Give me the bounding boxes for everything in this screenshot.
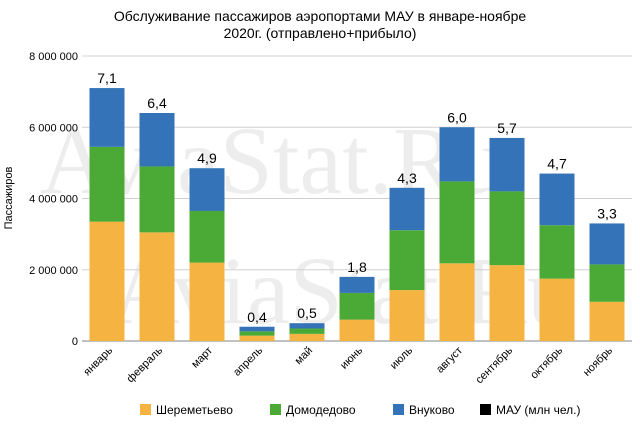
x-tick-label: август xyxy=(434,345,465,376)
bar-segment xyxy=(239,331,275,336)
data-label: 7,1 xyxy=(97,70,117,86)
legend-label: МАУ (млн чел.) xyxy=(496,403,581,417)
data-label: 6,4 xyxy=(147,95,167,111)
bar-segment xyxy=(289,323,325,329)
legend-swatch xyxy=(270,404,281,415)
bar-segment xyxy=(439,263,475,341)
y-axis-ticks: 0 2 000 000 4 000 000 6 000 000 8 000 000 xyxy=(29,51,78,348)
bar-segment xyxy=(339,319,375,341)
y-tick-label: 8 000 000 xyxy=(29,51,78,63)
bar-segment xyxy=(589,223,625,265)
x-tick-label: апрель xyxy=(231,344,265,378)
data-label: 1,8 xyxy=(347,259,367,275)
bar-segment xyxy=(139,232,175,341)
x-axis-ticks: январь февраль март апрель май июнь июль август… xyxy=(81,344,615,386)
bars: 7,1 6,4 4,9 0,4 0,5 1,8 4,3 6,0 5,7 4,7 3,3 xyxy=(89,70,625,341)
bar-segment xyxy=(89,146,125,222)
chart-title-line1: Обслуживание пассажиров аэропортами МАУ … xyxy=(114,8,527,24)
data-label: 4,3 xyxy=(397,170,417,186)
bar-segment xyxy=(189,210,225,263)
bar-segment xyxy=(389,187,425,231)
y-tick-label: 4 000 000 xyxy=(29,194,78,206)
bar-segment xyxy=(589,301,625,341)
legend-label: Внуково xyxy=(409,403,455,417)
bar-segment xyxy=(489,137,525,192)
bar-segment xyxy=(389,230,425,291)
data-label: 0,5 xyxy=(297,305,317,321)
x-tick-label: октябрь xyxy=(528,344,565,381)
bar-segment xyxy=(539,225,575,279)
y-tick-label: 2 000 000 xyxy=(29,265,78,277)
x-tick-label: сентябрь xyxy=(474,344,516,386)
x-tick-label: июль xyxy=(388,344,415,371)
legend-swatch xyxy=(393,404,404,415)
data-label: 0,4 xyxy=(247,309,267,325)
bar-segment xyxy=(589,264,625,302)
bar-segment xyxy=(239,326,275,332)
y-axis-label: Пассажиров xyxy=(3,166,15,229)
legend-swatch xyxy=(140,404,151,415)
x-tick-label: февраль xyxy=(125,344,166,385)
data-label: 4,9 xyxy=(197,150,217,166)
legend-swatch xyxy=(480,404,491,415)
bar-segment xyxy=(139,166,175,233)
chart-title-line2: 2020г. (отправлено+прибыло) xyxy=(224,25,417,41)
bar-segment xyxy=(339,276,375,293)
bar-segment xyxy=(539,278,575,341)
bar-segment xyxy=(189,168,225,211)
bar-segment xyxy=(289,328,325,334)
bar-segment xyxy=(289,333,325,341)
data-label: 6,0 xyxy=(447,109,467,125)
bar-segment xyxy=(439,181,475,264)
x-tick-label: май xyxy=(293,345,316,368)
bar-segment xyxy=(489,265,525,341)
y-tick-label: 6 000 000 xyxy=(29,122,78,134)
x-tick-label: март xyxy=(189,345,215,371)
x-tick-label: ноябрь xyxy=(581,344,615,378)
bar-segment xyxy=(339,292,375,320)
bar-segment xyxy=(239,335,275,341)
data-label: 5,7 xyxy=(497,120,517,136)
data-label: 3,3 xyxy=(597,205,617,221)
legend: Шереметьево Домодедово Внуково МАУ (млн чел… xyxy=(140,403,581,417)
bar-segment xyxy=(189,262,225,341)
bar-segment xyxy=(539,173,575,226)
legend-label: Домодедово xyxy=(286,403,356,417)
bar-segment xyxy=(89,88,125,147)
legend-label: Шереметьево xyxy=(156,403,233,417)
bar-segment xyxy=(389,290,425,341)
bar-segment xyxy=(439,127,475,182)
x-tick-label: январь xyxy=(81,344,115,378)
bar-segment xyxy=(89,221,125,341)
data-label: 4,7 xyxy=(547,156,567,172)
bar-segment xyxy=(489,191,525,266)
x-tick-label: июнь xyxy=(338,344,365,371)
bar-segment xyxy=(139,113,175,167)
y-tick-label: 0 xyxy=(72,336,78,348)
